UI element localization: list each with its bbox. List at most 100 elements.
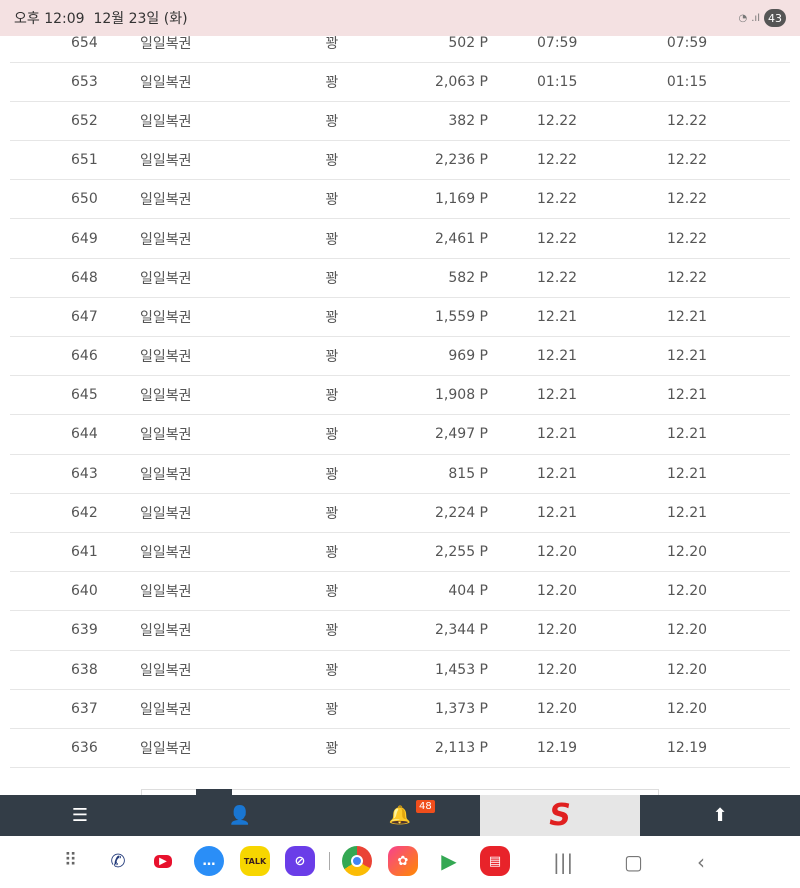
row-points: 382 P [448, 112, 488, 129]
home-button[interactable]: ▢ [624, 850, 643, 874]
home-logo-button[interactable]: S [480, 795, 640, 836]
table-row: 648 일일복권 꽝 582 P 12.22 12.22 [10, 259, 790, 298]
row-result: 꽝 [325, 192, 339, 209]
dock-divider [329, 852, 330, 870]
table-row: 651 일일복권 꽝 2,236 P 12.22 12.22 [10, 141, 790, 181]
table-row: 654 일일복권 꽝 502 P 07:59 07:59 [10, 24, 790, 63]
row-points: 969 P [448, 348, 488, 365]
play-store-icon[interactable]: ▶ [434, 846, 464, 876]
row-result: 꽝 [325, 113, 339, 130]
row-date: 12.21 [537, 504, 578, 521]
row-number: 640 [71, 583, 98, 600]
table-row: 649 일일복권 꽝 2,461 P 12.22 12.22 [10, 219, 790, 259]
row-date-2: 01:15 [666, 73, 708, 90]
row-name: 일일복권 [140, 231, 192, 248]
phone-icon[interactable]: ✆ [103, 846, 133, 876]
row-date: 12.22 [537, 112, 578, 129]
row-name: 일일복권 [140, 662, 192, 679]
row-points: 582 P [448, 269, 488, 286]
row-points: 2,224 P [435, 504, 488, 521]
notes-icon[interactable]: ▤ [480, 846, 510, 876]
row-number: 639 [71, 622, 98, 639]
row-result: 꽝 [325, 349, 339, 366]
row-name: 일일복권 [140, 427, 192, 444]
row-result: 꽝 [325, 309, 339, 326]
row-date: 12.22 [537, 230, 578, 247]
row-points: 2,344 P [435, 622, 488, 639]
table-row: 647 일일복권 꽝 1,559 P 12.21 12.21 [10, 298, 790, 337]
row-number: 645 [71, 387, 98, 404]
row-date: 12.20 [537, 661, 578, 678]
status-bar: 오후 12:09 12월 23일 (화) ◔ .ıl 43 [0, 0, 800, 36]
row-number: 647 [71, 308, 98, 325]
row-points: 1,169 P [435, 191, 488, 208]
row-name: 일일복권 [140, 623, 192, 640]
row-points: 2,497 P [435, 426, 488, 443]
row-date-2: 12.20 [666, 544, 708, 561]
battery-icon: 43 [764, 9, 786, 27]
row-number: 644 [71, 426, 98, 443]
row-result: 꽝 [325, 153, 339, 170]
row-name: 일일복권 [140, 192, 192, 209]
row-date-2: 12.22 [666, 191, 708, 208]
table-row: 641 일일복권 꽝 2,255 P 12.20 12.20 [10, 533, 790, 573]
row-result: 꽝 [325, 505, 339, 522]
row-name: 일일복권 [140, 113, 192, 130]
row-date: 12.19 [537, 739, 578, 756]
row-date: 12.22 [537, 191, 578, 208]
row-date: 12.22 [537, 269, 578, 286]
table-row: 638 일일복권 꽝 1,453 P 12.20 12.20 [10, 651, 790, 690]
row-date-2: 12.22 [666, 230, 708, 247]
row-date-2: 12.22 [666, 152, 708, 169]
row-date: 12.20 [537, 544, 578, 561]
row-date-2: 12.20 [666, 583, 708, 600]
table-row: 643 일일복권 꽝 815 P 12.21 12.21 [10, 455, 790, 494]
menu-button[interactable]: ☰ [0, 795, 160, 836]
row-points: 815 P [448, 465, 488, 482]
pagination[interactable] [141, 789, 659, 795]
row-date-2: 12.21 [666, 387, 708, 404]
row-points: 2,236 P [435, 152, 488, 169]
row-result: 꽝 [325, 74, 339, 91]
notifications-button[interactable]: 🔔 48 [320, 795, 480, 836]
row-name: 일일복권 [140, 74, 192, 91]
row-result: 꽝 [325, 662, 339, 679]
site-logo: S [549, 798, 571, 833]
youtube-icon[interactable]: ▶ [154, 854, 172, 868]
row-date: 12.21 [537, 387, 578, 404]
recents-button[interactable]: ||| [553, 850, 574, 874]
table-row: 645 일일복권 꽝 1,908 P 12.21 12.21 [10, 376, 790, 416]
notification-badge: 48 [416, 800, 435, 813]
table-row: 646 일일복권 꽝 969 P 12.21 12.21 [10, 337, 790, 377]
row-number: 637 [71, 700, 98, 717]
row-date: 12.21 [537, 426, 578, 443]
row-result: 꽝 [325, 466, 339, 483]
arrow-up-icon: ⬆ [712, 805, 728, 826]
internet-icon[interactable]: ⊘ [285, 846, 315, 876]
apps-grid-icon[interactable]: ⠿ [64, 850, 78, 871]
row-result: 꽝 [325, 35, 339, 52]
scroll-top-button[interactable]: ⬆ [640, 795, 800, 836]
chrome-icon[interactable] [342, 846, 372, 876]
row-date-2: 12.21 [666, 465, 708, 482]
table-row: 642 일일복권 꽝 2,224 P 12.21 12.21 [10, 494, 790, 533]
row-date-2: 12.21 [666, 504, 708, 521]
table-row: 640 일일복권 꽝 404 P 12.20 12.20 [10, 572, 790, 612]
table-row: 652 일일복권 꽝 382 P 12.22 12.22 [10, 102, 790, 142]
messages-icon[interactable]: … [194, 846, 224, 876]
row-date: 12.21 [537, 308, 578, 325]
row-name: 일일복권 [140, 701, 192, 718]
row-date: 12.20 [537, 583, 578, 600]
profile-button[interactable]: 👤 [160, 795, 320, 836]
row-points: 1,908 P [435, 387, 488, 404]
pagination-active-page[interactable] [196, 789, 232, 795]
row-points: 2,255 P [435, 544, 488, 561]
row-date-2: 07:59 [666, 34, 708, 51]
gallery-icon[interactable]: ✿ [388, 846, 418, 876]
kakaotalk-icon[interactable]: TALK [240, 846, 270, 876]
row-number: 649 [71, 230, 98, 247]
back-button[interactable]: ‹ [697, 850, 705, 874]
row-number: 636 [71, 739, 98, 756]
row-date-2: 12.22 [666, 269, 708, 286]
wifi-icon: ◔ [738, 12, 748, 24]
